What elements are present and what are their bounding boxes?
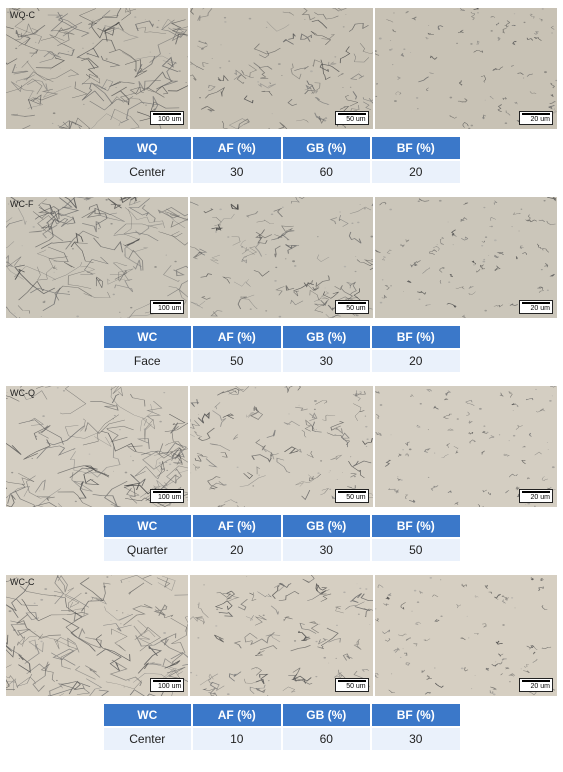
table-header-row: WQAF (%)GB (%)BF (%) <box>104 137 460 159</box>
phase-table: WCAF (%)GB (%)BF (%)Face503020 <box>102 324 462 374</box>
scalebar: 100 um <box>150 678 184 692</box>
table-header-cell: WC <box>104 326 192 348</box>
scalebar: 50 um <box>335 489 369 503</box>
phase-table: WCAF (%)GB (%)BF (%)Quarter203050 <box>102 513 462 563</box>
table-header-cell: GB (%) <box>283 137 371 159</box>
scalebar-text: 50 um <box>346 116 365 123</box>
table-header-cell: WC <box>104 515 192 537</box>
scalebar-text: 20 um <box>531 494 550 501</box>
scalebar: 100 um <box>150 300 184 314</box>
scalebar: 20 um <box>519 489 553 503</box>
table-row: Quarter203050 <box>104 539 460 561</box>
table-row: Center106030 <box>104 728 460 750</box>
section: WC-Q 100 um 50 um 20 um WCAF (%)GB (%)BF (%)… <box>6 386 557 563</box>
table-cell: 20 <box>193 539 281 561</box>
scalebar: 20 um <box>519 678 553 692</box>
micrograph-row: WC-C 100 um 50 um 20 um <box>6 575 557 696</box>
section-label: WC-F <box>10 199 34 209</box>
micrograph: 50 um <box>190 8 372 129</box>
table-cell: Center <box>104 728 192 750</box>
micrograph: 100 um <box>6 386 188 507</box>
micrograph-row: WC-Q 100 um 50 um 20 um <box>6 386 557 507</box>
table-header-cell: GB (%) <box>283 704 371 726</box>
table-cell: 20 <box>372 350 460 372</box>
scalebar-text: 100 um <box>158 683 181 690</box>
micrograph: 100 um <box>6 8 188 129</box>
table-header-cell: WC <box>104 704 192 726</box>
table-header-cell: GB (%) <box>283 515 371 537</box>
section-label: WC-Q <box>10 388 35 398</box>
micrograph: 50 um <box>190 197 372 318</box>
scalebar: 50 um <box>335 111 369 125</box>
section: WC-F 100 um 50 um 20 um WCAF (%)GB (%)BF (%)… <box>6 197 557 374</box>
scalebar: 50 um <box>335 300 369 314</box>
table-cell: Quarter <box>104 539 192 561</box>
scalebar-text: 20 um <box>531 116 550 123</box>
table-header-cell: AF (%) <box>193 515 281 537</box>
table-row: Face503020 <box>104 350 460 372</box>
micrograph: 20 um <box>375 575 557 696</box>
scalebar: 20 um <box>519 111 553 125</box>
table-header-cell: AF (%) <box>193 326 281 348</box>
scalebar-text: 20 um <box>531 683 550 690</box>
table-cell: 60 <box>283 161 371 183</box>
table-cell: 50 <box>372 539 460 561</box>
micrograph: 20 um <box>375 197 557 318</box>
micrograph: 20 um <box>375 386 557 507</box>
table-cell: 30 <box>372 728 460 750</box>
scalebar: 100 um <box>150 489 184 503</box>
table-header-cell: BF (%) <box>372 326 460 348</box>
table-cell: 50 <box>193 350 281 372</box>
table-cell: 20 <box>372 161 460 183</box>
table-row: Center306020 <box>104 161 460 183</box>
micrograph-row: WQ-C 100 um 50 um 20 um <box>6 8 557 129</box>
table-cell: Face <box>104 350 192 372</box>
table-header-cell: AF (%) <box>193 137 281 159</box>
scalebar-text: 50 um <box>346 305 365 312</box>
section-label: WQ-C <box>10 10 35 20</box>
scalebar-text: 100 um <box>158 116 181 123</box>
table-header-cell: AF (%) <box>193 704 281 726</box>
table-header-row: WCAF (%)GB (%)BF (%) <box>104 704 460 726</box>
micrograph: 50 um <box>190 575 372 696</box>
table-header-row: WCAF (%)GB (%)BF (%) <box>104 326 460 348</box>
scalebar: 100 um <box>150 111 184 125</box>
micrograph: 50 um <box>190 386 372 507</box>
table-cell: 30 <box>193 161 281 183</box>
scalebar-text: 100 um <box>158 494 181 501</box>
micrograph-row: WC-F 100 um 50 um 20 um <box>6 197 557 318</box>
table-header-cell: WQ <box>104 137 192 159</box>
section: WC-C 100 um 50 um 20 um WCAF (%)GB (%)BF (%)… <box>6 575 557 752</box>
table-header-cell: BF (%) <box>372 137 460 159</box>
scalebar-text: 20 um <box>531 305 550 312</box>
table-header-cell: BF (%) <box>372 515 460 537</box>
scalebar: 20 um <box>519 300 553 314</box>
micrograph: 100 um <box>6 575 188 696</box>
section: WQ-C 100 um 50 um 20 um WQAF (%)GB (%)BF (%)… <box>6 8 557 185</box>
micrograph: 100 um <box>6 197 188 318</box>
phase-table: WQAF (%)GB (%)BF (%)Center306020 <box>102 135 462 185</box>
scalebar-text: 50 um <box>346 683 365 690</box>
scalebar-text: 100 um <box>158 305 181 312</box>
table-cell: 30 <box>283 539 371 561</box>
section-label: WC-C <box>10 577 35 587</box>
table-header-row: WCAF (%)GB (%)BF (%) <box>104 515 460 537</box>
scalebar: 50 um <box>335 678 369 692</box>
table-header-cell: GB (%) <box>283 326 371 348</box>
table-cell: 30 <box>283 350 371 372</box>
table-header-cell: BF (%) <box>372 704 460 726</box>
scalebar-text: 50 um <box>346 494 365 501</box>
table-cell: 10 <box>193 728 281 750</box>
micrograph: 20 um <box>375 8 557 129</box>
table-cell: 60 <box>283 728 371 750</box>
table-cell: Center <box>104 161 192 183</box>
phase-table: WCAF (%)GB (%)BF (%)Center106030 <box>102 702 462 752</box>
